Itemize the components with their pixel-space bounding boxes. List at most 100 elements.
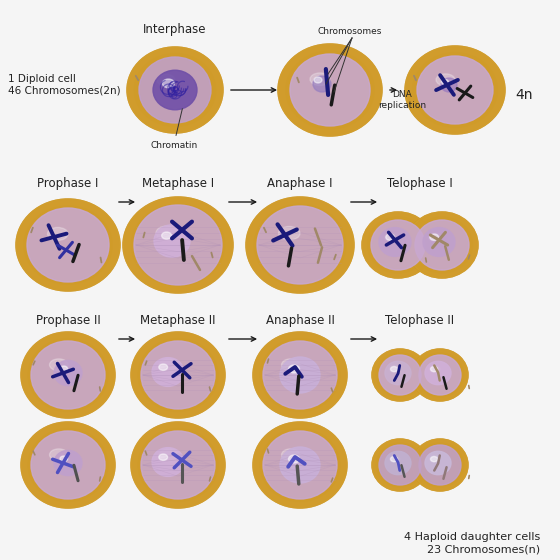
Ellipse shape [376,443,424,487]
Ellipse shape [246,197,354,293]
Ellipse shape [423,227,455,256]
Ellipse shape [412,349,468,401]
Ellipse shape [280,447,320,483]
Ellipse shape [385,233,398,242]
Ellipse shape [372,439,428,491]
Ellipse shape [412,217,473,273]
Ellipse shape [48,227,68,240]
Ellipse shape [153,70,197,110]
Ellipse shape [123,197,233,293]
Ellipse shape [141,341,215,409]
Ellipse shape [428,233,442,242]
Ellipse shape [127,47,223,133]
Ellipse shape [152,447,184,477]
Ellipse shape [379,355,421,395]
Ellipse shape [362,212,434,278]
Ellipse shape [21,422,115,508]
Ellipse shape [372,439,428,491]
Ellipse shape [162,232,171,239]
Text: Telophase II: Telophase II [385,314,455,327]
Ellipse shape [24,206,112,284]
Ellipse shape [263,431,337,499]
Ellipse shape [28,338,108,412]
Ellipse shape [412,439,468,491]
Ellipse shape [254,204,346,286]
Ellipse shape [390,455,400,463]
Ellipse shape [246,197,354,293]
Ellipse shape [159,454,167,460]
Ellipse shape [406,212,478,278]
Text: Chromatin: Chromatin [150,109,197,150]
Ellipse shape [416,443,464,487]
Ellipse shape [131,422,225,508]
Ellipse shape [282,359,300,371]
Ellipse shape [54,450,82,475]
Ellipse shape [28,428,108,502]
Ellipse shape [390,456,398,461]
Text: Telophase I: Telophase I [387,177,453,190]
Ellipse shape [49,449,68,461]
Ellipse shape [431,456,438,461]
Ellipse shape [412,349,468,401]
Text: 4 Haploid daughter cells
23 Chromosomes(n): 4 Haploid daughter cells 23 Chromosomes(… [404,533,540,554]
Ellipse shape [156,226,178,240]
Ellipse shape [282,449,300,461]
Ellipse shape [313,76,331,92]
Ellipse shape [260,338,340,412]
Ellipse shape [413,53,497,128]
Ellipse shape [286,51,374,129]
Ellipse shape [152,358,184,386]
Ellipse shape [314,77,322,83]
Ellipse shape [49,359,68,371]
Ellipse shape [417,56,493,124]
Ellipse shape [160,449,178,461]
Ellipse shape [127,47,223,133]
Ellipse shape [441,78,457,92]
Ellipse shape [371,220,425,270]
Ellipse shape [406,212,478,278]
Ellipse shape [162,79,175,88]
Ellipse shape [123,197,233,293]
Ellipse shape [278,226,300,240]
Ellipse shape [253,422,347,508]
Text: Interphase: Interphase [143,23,207,36]
Ellipse shape [134,53,216,127]
Ellipse shape [290,54,370,126]
Ellipse shape [430,234,438,240]
Ellipse shape [367,217,428,273]
Ellipse shape [138,428,218,502]
Ellipse shape [60,366,68,372]
Ellipse shape [385,361,411,385]
Ellipse shape [288,365,300,373]
Ellipse shape [134,205,222,285]
Text: Anaphase I: Anaphase I [267,177,333,190]
Ellipse shape [425,451,451,475]
Ellipse shape [253,332,347,418]
Ellipse shape [21,332,115,418]
Text: Prophase II: Prophase II [36,314,100,327]
Ellipse shape [253,332,347,418]
Ellipse shape [405,46,505,134]
Ellipse shape [21,332,115,418]
Ellipse shape [412,439,468,491]
Ellipse shape [390,366,400,372]
Ellipse shape [54,361,82,386]
Ellipse shape [16,199,120,291]
Ellipse shape [138,338,218,412]
Ellipse shape [430,366,440,372]
Text: Anaphase II: Anaphase II [265,314,334,327]
Ellipse shape [385,451,411,475]
Ellipse shape [416,353,464,397]
Ellipse shape [157,74,175,86]
Ellipse shape [310,73,330,86]
Ellipse shape [31,341,105,409]
Ellipse shape [430,455,440,463]
Ellipse shape [27,208,109,282]
Ellipse shape [362,212,434,278]
Ellipse shape [390,366,398,372]
Text: Metaphase II: Metaphase II [140,314,216,327]
Ellipse shape [419,445,461,485]
Ellipse shape [60,456,68,461]
Ellipse shape [405,46,505,134]
Ellipse shape [280,357,320,393]
